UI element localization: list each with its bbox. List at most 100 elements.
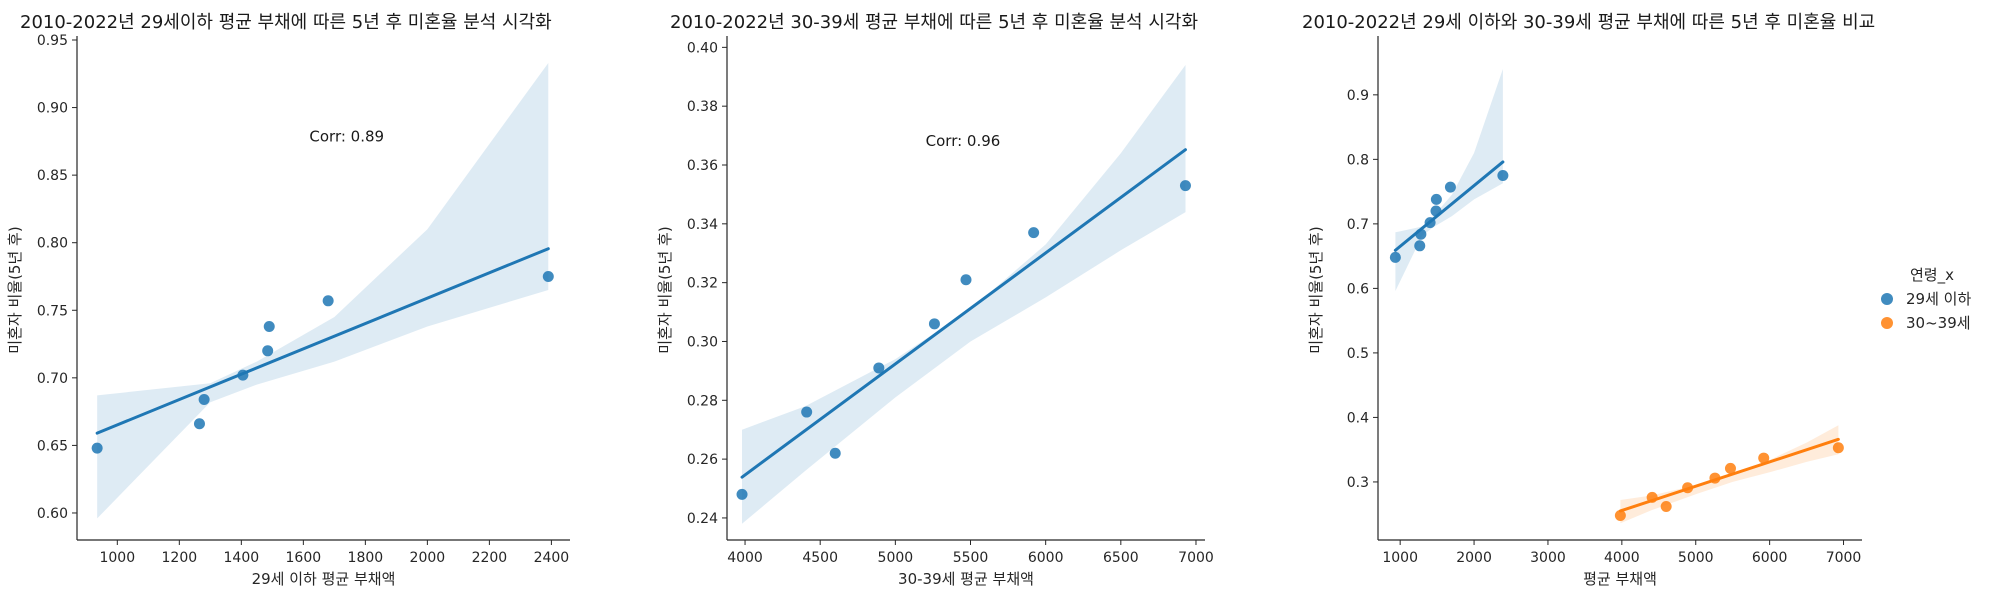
chart-panel-1: 2010-2022년 29세이하 평균 부채에 따른 5년 후 미혼율 분석 시… [6,12,570,588]
correlation-annotation: Corr: 0.96 [926,132,1001,150]
x-tick-label: 6500 [1103,550,1139,566]
data-point [1832,442,1844,454]
y-tick-label: 0.6 [1347,281,1369,297]
x-tick-label: 2000 [410,550,446,566]
legend-marker [1881,293,1893,305]
data-point [1424,217,1436,229]
x-tick-label: 4000 [727,550,763,566]
regression-line [740,148,1187,479]
x-axis-label: 30-39세 평균 부채액 [898,570,1034,588]
y-tick-label: 0.8 [1347,152,1369,168]
data-point [829,447,841,459]
data-point [542,270,554,282]
data-point [1389,251,1401,263]
data-point [928,318,940,330]
data-point [1758,452,1770,464]
data-point [736,488,748,500]
data-point [263,320,275,332]
data-point [1614,509,1626,521]
y-tick-label: 0.40 [687,40,718,56]
data-point [1430,193,1442,205]
confidence-band [742,65,1186,524]
y-tick-label: 0.60 [37,506,68,522]
data-point [1497,169,1509,181]
confidence-band [1620,425,1839,524]
legend: 연령_x 29세 이하 30~39세 [1881,266,1971,332]
x-tick-label: 1200 [162,550,198,566]
data-point [1028,227,1040,239]
data-point [1724,462,1736,474]
y-tick-label: 0.9 [1347,88,1369,104]
x-tick-label: 5000 [878,550,914,566]
y-tick-label: 0.38 [687,99,718,115]
data-point [1682,482,1694,494]
y-tick-label: 0.80 [37,236,68,252]
data-point [237,369,249,381]
x-tick-label: 2000 [1456,550,1492,566]
x-tick-label: 3000 [1530,550,1566,566]
x-tick-label: 1000 [99,550,135,566]
x-tick-label: 6000 [1752,550,1788,566]
y-axis-label: 미혼자 비율(5년 후) [656,226,674,353]
x-axis-label: 평균 부채액 [1583,570,1657,588]
regression-line [95,247,550,435]
y-tick-label: 0.85 [37,168,68,184]
y-tick-label: 0.32 [687,276,718,292]
chart-panel-3: 2010-2022년 29세 이하와 30-39세 평균 부채에 따른 5년 후… [1302,12,1971,588]
x-tick-label: 1800 [348,550,384,566]
data-point [1179,180,1191,192]
y-axis-label: 미혼자 비율(5년 후) [6,226,24,353]
chart-title: 2010-2022년 29세 이하와 30-39세 평균 부채에 따른 5년 후… [1302,12,1875,33]
y-tick-label: 0.24 [687,511,718,527]
data-point [322,295,334,307]
correlation-annotation: Corr: 0.89 [309,127,384,145]
x-tick-label: 4500 [802,550,838,566]
x-tick-label: 1400 [224,550,260,566]
series-1 [736,65,1191,524]
confidence-band [1395,69,1503,291]
y-tick-label: 0.65 [37,438,68,454]
data-point [198,393,210,405]
y-tick-label: 0.30 [687,334,718,350]
data-point [801,406,813,418]
y-tick-label: 0.28 [687,393,718,409]
data-point [1415,228,1427,240]
x-tick-label: 5000 [1678,550,1714,566]
y-tick-label: 0.70 [37,371,68,387]
y-tick-label: 0.36 [687,158,718,174]
data-point [193,418,205,430]
x-tick-label: 7000 [1826,550,1862,566]
data-point [91,442,103,454]
y-tick-label: 0.75 [37,303,68,319]
legend-item-label: 30~39세 [1906,314,1971,332]
chart-title: 2010-2022년 30-39세 평균 부채에 따른 5년 후 미혼율 분석 … [670,12,1198,33]
data-point [1660,500,1672,512]
y-tick-label: 0.7 [1347,217,1369,233]
data-point [873,362,885,374]
y-tick-label: 0.3 [1347,475,1369,491]
x-tick-label: 6000 [1028,550,1064,566]
y-tick-label: 0.4 [1347,410,1369,426]
x-tick-label: 2400 [534,550,570,566]
regression-line [1393,160,1505,252]
x-tick-label: 7000 [1178,550,1214,566]
y-tick-label: 0.5 [1347,346,1369,362]
data-point [1414,240,1426,252]
series-1 [1389,69,1509,291]
series-2 [1614,425,1844,524]
x-tick-label: 2200 [472,550,508,566]
y-tick-label: 0.26 [687,452,718,468]
x-tick-label: 1600 [286,550,322,566]
x-axis-label: 29세 이하 평균 부채액 [252,570,396,588]
legend-marker [1881,317,1893,329]
data-point [1430,205,1442,217]
legend-title: 연령_x [1910,266,1954,285]
y-tick-label: 0.90 [37,101,68,117]
data-point [1709,472,1721,484]
y-tick-label: 0.95 [37,33,68,49]
x-tick-label: 5500 [953,550,989,566]
chart-panel-2: 2010-2022년 30-39세 평균 부채에 따른 5년 후 미혼율 분석 … [656,12,1214,588]
data-point [262,345,274,357]
legend-item-label: 29세 이하 [1906,290,1971,308]
